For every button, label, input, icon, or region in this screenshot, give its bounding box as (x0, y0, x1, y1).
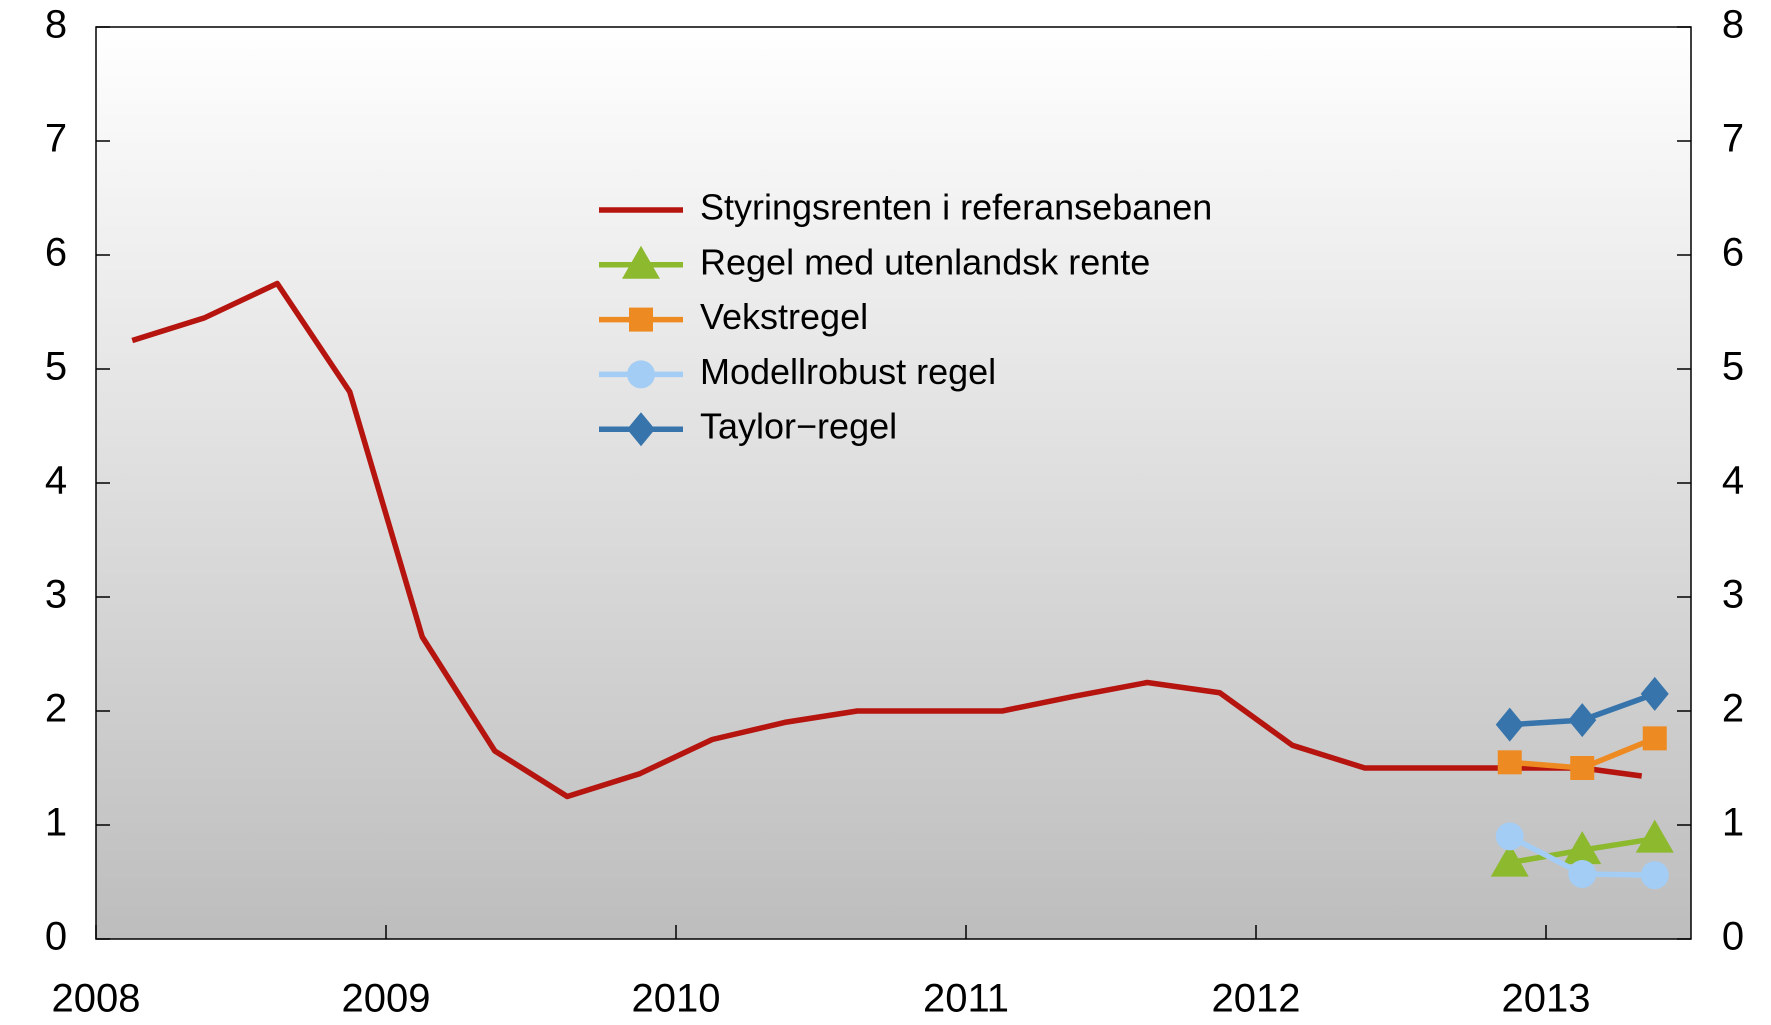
legend-label: Taylor−regel (700, 406, 897, 447)
marker (1490, 843, 1529, 877)
marker (1642, 726, 1667, 751)
marker (1568, 703, 1597, 738)
x-tick-label: 2010 (632, 977, 721, 1021)
legend-label: Regel med utenlandsk rente (700, 241, 1150, 282)
y-tick-label: 4 (45, 459, 67, 503)
legend-marker (627, 360, 655, 389)
legend-label: Styringsrenten i referansebanen (700, 187, 1212, 228)
line-series (131, 280, 1643, 800)
marker (1570, 756, 1595, 780)
x-tick-label: 2009 (342, 977, 431, 1021)
marker (1568, 860, 1597, 889)
y2-tick-label: 4 (1722, 459, 1744, 503)
y-tick-label: 6 (45, 231, 67, 275)
y-tick-label: 2 (45, 687, 67, 731)
legend-label: Modellrobust regel (700, 351, 996, 392)
y-tick-label: 8 (45, 3, 67, 47)
x-tick-label: 2011 (923, 977, 1009, 1021)
y-tick-label: 1 (45, 801, 67, 845)
y2-tick-label: 0 (1722, 915, 1744, 959)
y-tick-label: 7 (45, 117, 67, 161)
plot-area (95, 26, 1692, 940)
y2-tick-label: 3 (1722, 573, 1744, 617)
y2-tick-label: 5 (1722, 345, 1744, 389)
x-tick-label: 2013 (1502, 977, 1591, 1021)
y2-tick-label: 1 (1722, 801, 1744, 845)
legend-marker (622, 245, 660, 279)
marker (1495, 822, 1524, 851)
marker (1495, 707, 1524, 742)
x-tick-label: 2012 (1212, 977, 1301, 1021)
marker (1640, 861, 1669, 890)
legend-label: Vekstregel (700, 296, 868, 337)
y2-tick-label: 7 (1722, 117, 1744, 161)
marker (1497, 750, 1522, 775)
y-tick-label: 5 (45, 345, 67, 389)
legend-marker (629, 307, 653, 332)
y2-tick-label: 6 (1722, 231, 1744, 275)
y2-tick-label: 8 (1722, 3, 1744, 47)
y2-tick-label: 2 (1722, 687, 1744, 731)
marker (1640, 676, 1669, 711)
x-tick-label: 2008 (52, 977, 141, 1021)
marker (1635, 819, 1674, 853)
y-tick-label: 3 (45, 573, 67, 617)
y-tick-label: 0 (45, 915, 67, 959)
legend-marker (627, 412, 655, 447)
marker (1563, 831, 1602, 865)
